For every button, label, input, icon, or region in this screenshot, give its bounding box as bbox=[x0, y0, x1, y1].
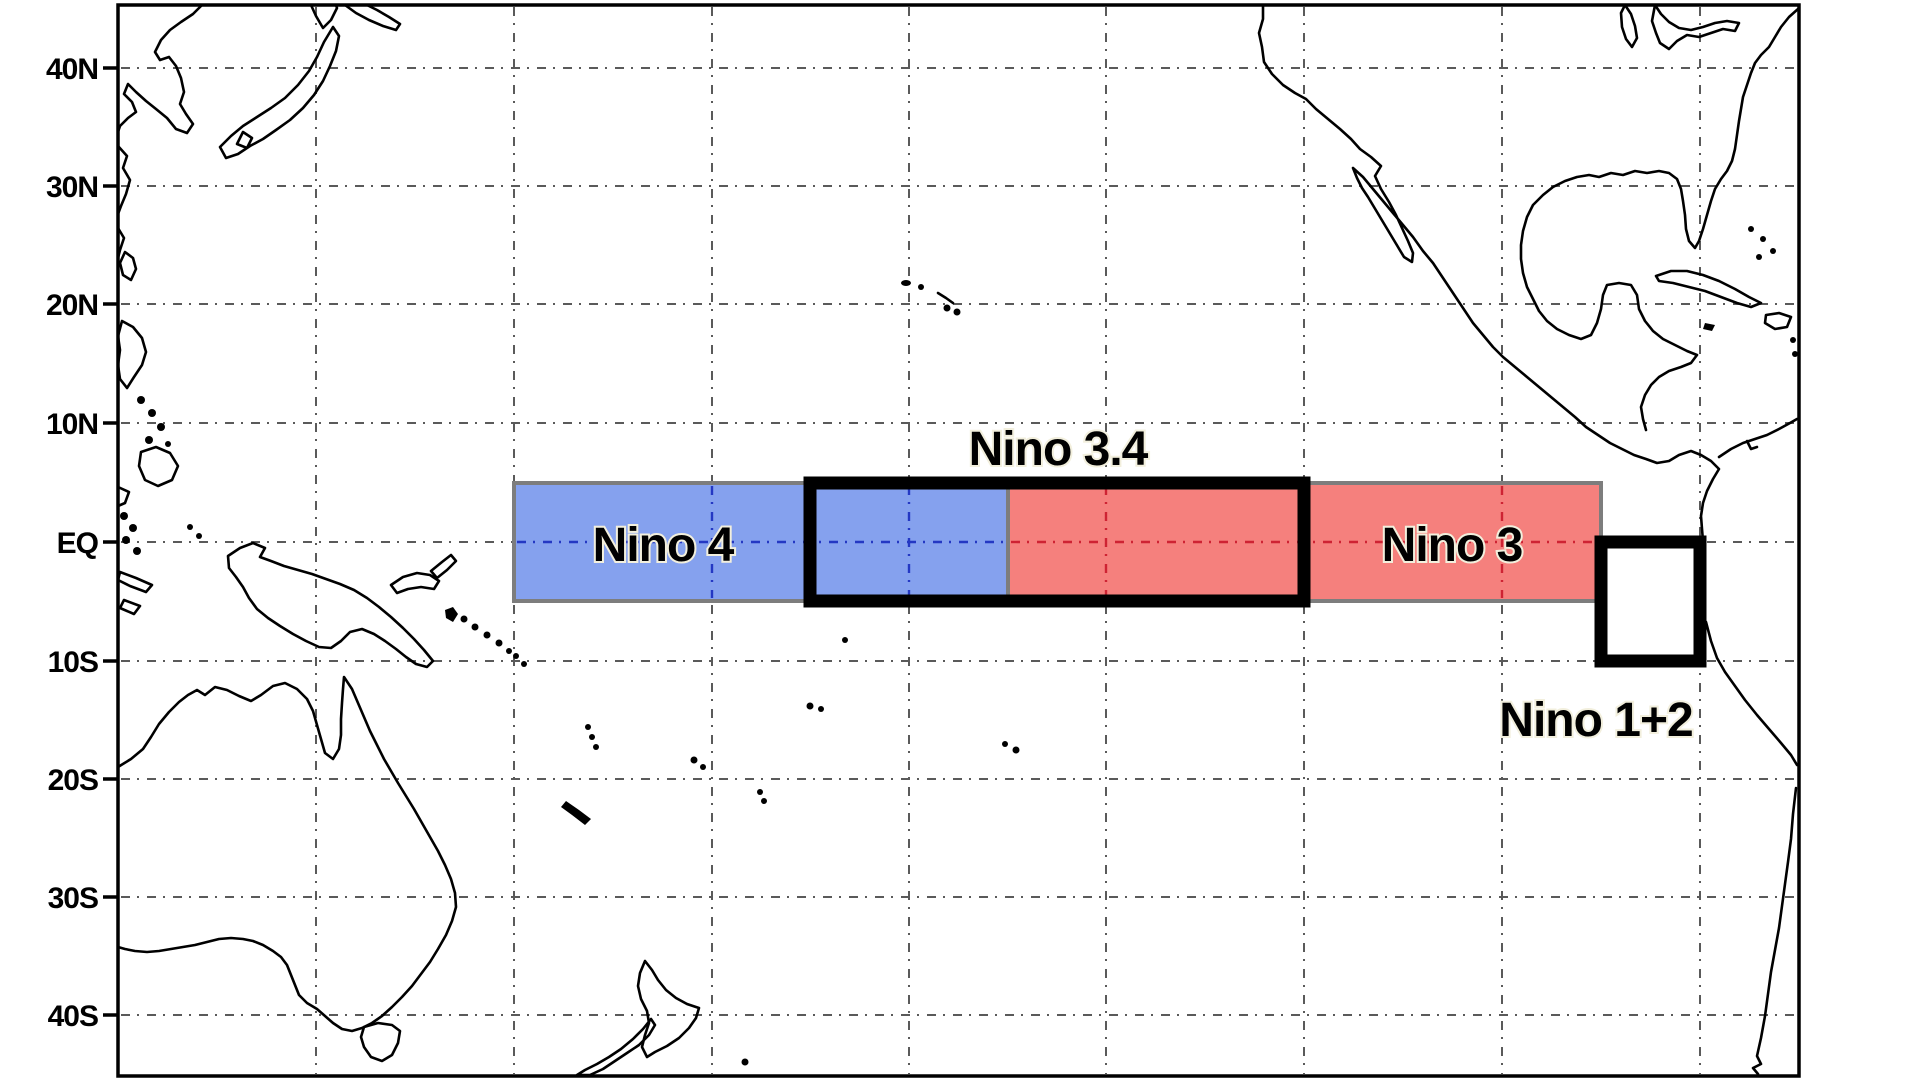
coastline-new-guinea bbox=[226, 541, 435, 669]
jamaica-island bbox=[1703, 323, 1715, 331]
antilles-island bbox=[1790, 337, 1796, 343]
great-lakes bbox=[1619, 3, 1741, 51]
bahamas-island bbox=[1756, 254, 1762, 260]
coastlines bbox=[116, 3, 1800, 1077]
solomon-island bbox=[483, 631, 491, 639]
nino4-label: Nino 4 bbox=[593, 519, 735, 572]
hawaii-islands bbox=[901, 280, 961, 316]
palau-island bbox=[196, 533, 202, 539]
moluccas-island bbox=[122, 536, 130, 544]
lat-label-40s: 40S bbox=[48, 1000, 98, 1033]
coastline-australia bbox=[116, 675, 458, 1033]
society-island bbox=[1002, 741, 1008, 747]
fiji-island bbox=[690, 756, 698, 764]
tahiti-island bbox=[1012, 746, 1020, 754]
coastline-tasmania bbox=[359, 1021, 402, 1063]
solomon-island bbox=[460, 615, 468, 623]
coastline-japan bbox=[218, 25, 341, 160]
solomon-island bbox=[471, 623, 479, 631]
nino12-label: Nino 1+2 bbox=[1499, 694, 1692, 747]
vanuatu-island bbox=[585, 724, 591, 730]
tonga-island bbox=[761, 798, 767, 804]
coastline-asia bbox=[116, 3, 204, 135]
coastline-new-zealand-north bbox=[636, 959, 701, 1059]
coastline-mindanao bbox=[137, 445, 180, 488]
coastline-hispaniola bbox=[1763, 311, 1793, 331]
coastline-gulf-atlantic bbox=[1519, 7, 1800, 432]
coastline-new-britain bbox=[389, 553, 458, 595]
bahamas-island bbox=[1748, 226, 1754, 232]
nino34-region-outline bbox=[803, 476, 1311, 608]
tonga-island bbox=[757, 789, 763, 795]
moluccas-island bbox=[133, 547, 141, 555]
nino3-label: Nino 3 bbox=[1382, 519, 1523, 572]
bougainville-island bbox=[445, 607, 458, 622]
coastline-china bbox=[116, 144, 132, 260]
bahamas-island bbox=[1770, 248, 1776, 254]
fiji-island bbox=[700, 764, 706, 770]
chatham-island bbox=[741, 1058, 749, 1066]
philippine-island bbox=[137, 396, 145, 404]
coastline-north-america-west bbox=[1257, 3, 1721, 543]
samoa-island bbox=[806, 702, 814, 710]
coastline-cuba bbox=[1654, 269, 1763, 309]
coastline-venezuela bbox=[1717, 417, 1799, 459]
coastline-timor bbox=[116, 570, 154, 616]
graticule bbox=[121, 7, 1797, 1074]
tokelau-island bbox=[842, 637, 848, 643]
philippine-island bbox=[157, 423, 165, 431]
philippine-island bbox=[148, 409, 156, 417]
solomon-island bbox=[495, 639, 503, 647]
coastline-taiwan bbox=[118, 250, 138, 282]
latitude-labels: 40N 30N 20N 10N EQ 10S 20S 30S 40S bbox=[46, 53, 100, 1033]
nino12-region-box bbox=[1594, 535, 1707, 668]
philippine-island bbox=[145, 436, 153, 444]
philippine-island bbox=[165, 441, 171, 447]
lat-label-eq: EQ bbox=[57, 527, 99, 560]
santa-cruz-island bbox=[521, 661, 527, 667]
coastline-south-america bbox=[1704, 620, 1799, 1076]
palau-island bbox=[187, 524, 193, 530]
vanuatu-island bbox=[593, 744, 599, 750]
coastline-luzon bbox=[116, 319, 148, 390]
lat-label-20s: 20S bbox=[48, 764, 98, 797]
antilles-island bbox=[1792, 351, 1798, 357]
vanuatu-island bbox=[589, 734, 595, 740]
coastline-hokkaido-sakhalin bbox=[309, 3, 402, 32]
lat-label-30s: 30S bbox=[48, 882, 98, 915]
bahamas-island bbox=[1760, 236, 1766, 242]
tinted-gridlines-blue bbox=[517, 486, 1005, 598]
nino34-label: Nino 3.4 bbox=[969, 423, 1149, 476]
samoa-island bbox=[818, 706, 824, 712]
new-caledonia-island bbox=[561, 801, 591, 825]
moluccas-island bbox=[120, 512, 128, 520]
latitude-axis bbox=[103, 66, 117, 1017]
lat-label-30n: 30N bbox=[46, 171, 98, 204]
lat-label-20n: 20N bbox=[46, 289, 98, 322]
map-frame bbox=[116, 3, 1801, 1078]
lat-label-10n: 10N bbox=[46, 408, 98, 441]
coastline-moluccas bbox=[116, 485, 131, 508]
solomon-island bbox=[506, 648, 512, 654]
lat-label-10s: 10S bbox=[48, 646, 98, 679]
santa-cruz-island bbox=[513, 653, 519, 659]
nino-region-boxes bbox=[512, 476, 1707, 668]
moluccas-island bbox=[129, 524, 137, 532]
lat-label-40n: 40N bbox=[46, 53, 98, 86]
